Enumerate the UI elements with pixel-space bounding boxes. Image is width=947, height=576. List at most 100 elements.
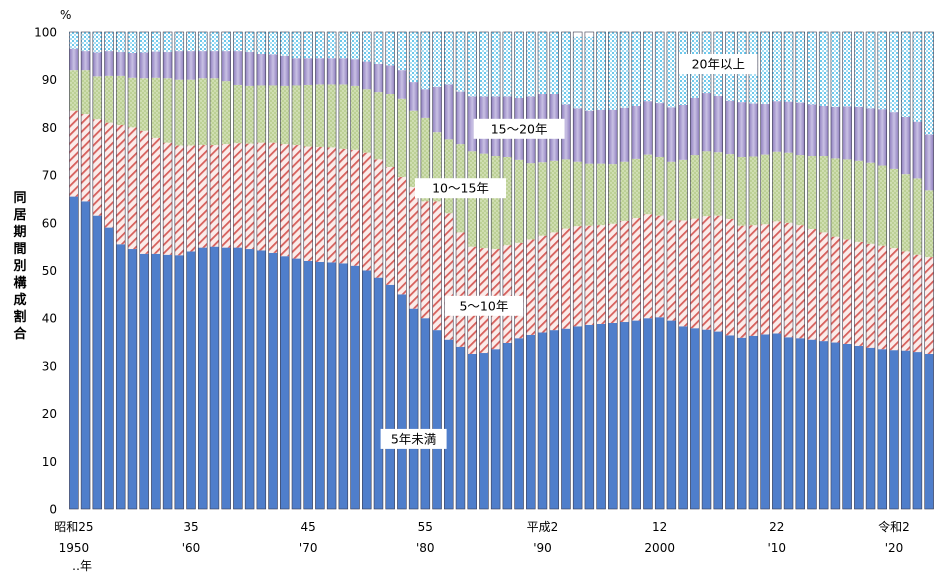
segment-2 [713,152,723,216]
segment-3 [432,86,442,133]
segment-4 [174,32,184,52]
bar-1955 [127,31,138,510]
bar-1989 [526,31,536,510]
segment-1 [608,223,618,323]
segment-2 [889,168,899,249]
segment-2 [807,156,817,229]
segment-2 [385,94,395,167]
segment-2 [725,154,735,219]
x-tick-1950: 昭和25 1950 [54,520,93,555]
svg-text:12: 12 [652,520,667,534]
y-tick-label: 30 [42,359,57,373]
segment-1 [596,225,606,324]
segment-0 [256,250,266,509]
segment-0 [221,247,231,509]
segment-3 [608,109,618,165]
segment-2 [245,85,255,144]
segment-0 [139,253,149,509]
segment-0 [104,227,114,509]
segment-2 [912,178,922,255]
segment-1 [830,236,840,343]
segment-0 [186,251,196,510]
bar-outline [432,31,442,510]
bar-2003 [690,31,700,510]
bar-outline [877,31,888,510]
bar-2019 [877,31,888,510]
segment-3 [725,100,735,155]
segment-4 [127,32,137,53]
segment-1 [163,142,173,255]
segment-4 [655,32,665,104]
segment-3 [233,51,243,85]
segment-labels: 20年以上 15～20年 10～15年 5～10年 5年未満 [380,54,758,449]
bar-2018 [865,31,876,510]
segment-2 [81,70,91,115]
bar-1964 [233,31,243,510]
segment-4 [561,32,571,105]
segment-2 [444,139,454,214]
segment-2 [620,161,629,221]
y-tick-label: 50 [42,264,57,278]
bar-outline [561,31,571,510]
segment-0 [573,326,583,509]
bar-1954 [115,31,126,510]
segment-1 [397,177,407,295]
segment-4 [221,32,231,52]
segment-0 [901,350,911,509]
segment-0 [760,334,770,509]
bar-2017 [854,31,864,510]
bar-1984 [467,31,477,510]
bar-outline [818,31,829,510]
segment-3 [385,65,395,95]
segment-1 [514,242,524,339]
segment-0 [338,263,348,509]
segment-4 [877,32,887,110]
bar-2009 [760,31,770,510]
bar-outline [326,31,337,510]
segment-0 [174,255,184,509]
y-tick-label: 100 [34,26,57,40]
segment-0 [526,334,536,509]
bar-1958 [162,31,173,510]
segment-3 [221,51,231,82]
segment-4 [608,32,618,110]
segment-2 [502,156,512,246]
segment-3 [210,51,219,79]
bar-outline [854,31,864,510]
bar-outline [584,31,595,510]
bar-outline [197,31,208,510]
segment-4 [268,32,278,55]
bar-outline [549,31,559,510]
segment-2 [854,160,864,242]
segment-3 [924,134,934,191]
bar-2014 [818,31,829,510]
y-unit-label: % [60,8,71,22]
segment-0 [631,320,641,509]
segment-1 [420,201,430,319]
segment-3 [912,121,922,179]
bar-outline [725,31,735,510]
x-tick-1990: 平成2 '90 [527,520,559,555]
bar-1988 [514,31,524,510]
segment-0 [245,249,255,509]
segment-3 [116,52,126,76]
bar-2005 [713,31,723,510]
segment-2 [116,75,126,126]
segment-2 [479,153,489,249]
segment-1 [737,225,747,338]
segment-0 [725,335,735,509]
segment-label-0: 20年以上 [679,54,758,74]
segment-label-3: 5～10年 [444,295,524,316]
segment-1 [315,146,325,262]
bar-outline [127,31,138,510]
bar-outline [385,31,395,510]
segment-3 [807,104,817,157]
segment-3 [127,52,137,78]
segment-4 [444,32,454,85]
segment-2 [830,158,840,237]
segment-0 [643,318,653,509]
bar-outline [420,31,431,510]
segment-4 [292,32,301,59]
segment-3 [713,95,723,153]
segment-2 [690,155,700,219]
